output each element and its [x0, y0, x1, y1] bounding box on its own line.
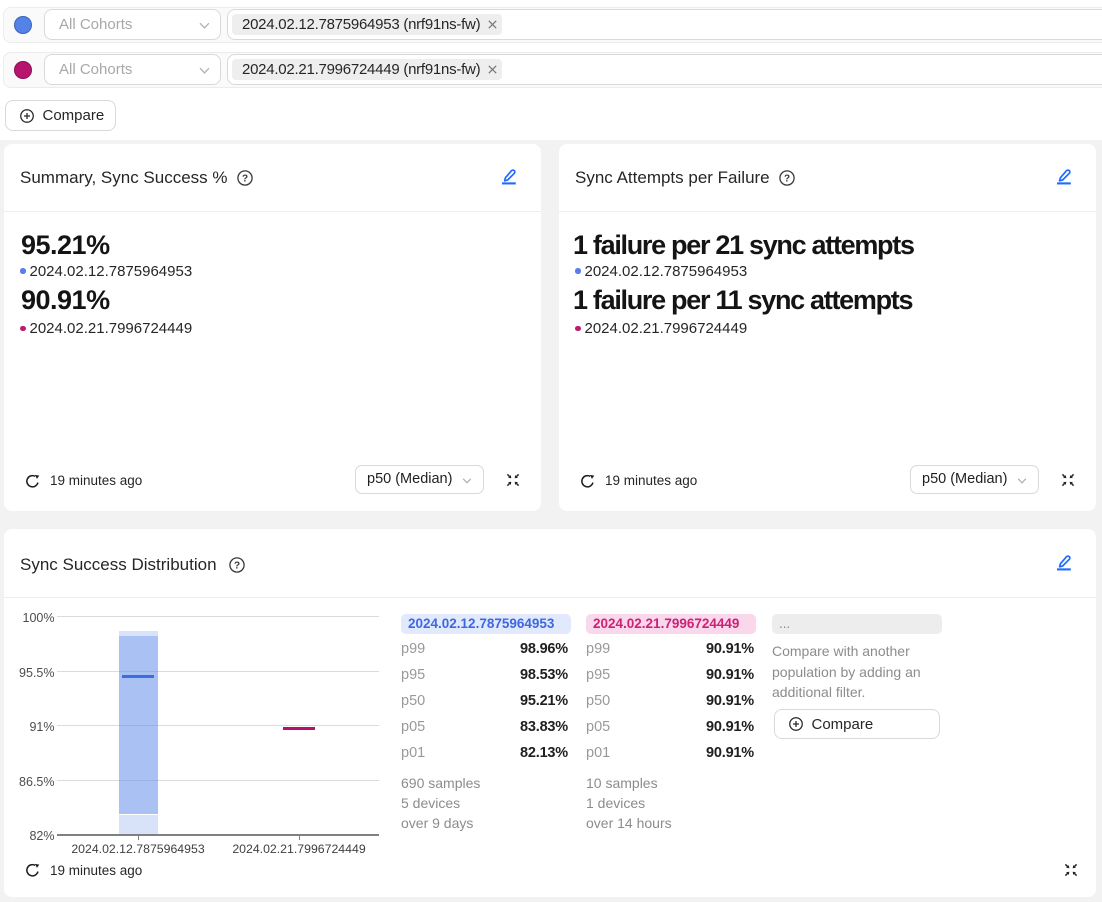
svg-text:?: ?: [233, 560, 239, 571]
svg-text:?: ?: [784, 173, 790, 184]
svg-text:?: ?: [241, 173, 247, 184]
